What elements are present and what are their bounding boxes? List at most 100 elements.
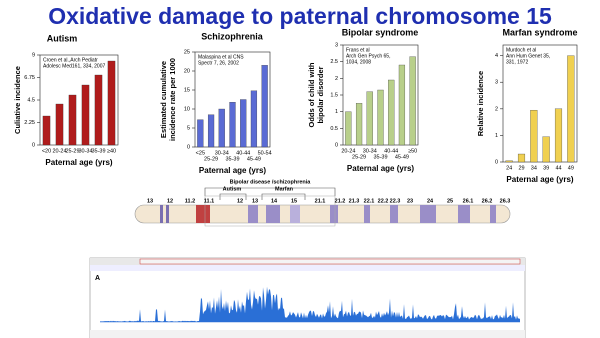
slide-title: Oxidative damage to paternal chromosome …: [48, 3, 552, 29]
y-tick-label: 25: [184, 49, 190, 55]
y-tick-label: 15: [184, 87, 190, 93]
bar: [530, 109, 538, 163]
x-axis-label: Paternal age (yrs): [199, 166, 266, 175]
x-tick-label: ≥50: [408, 148, 417, 154]
bar: [409, 56, 416, 146]
y-tick-label: 20: [184, 68, 190, 74]
x-tick-label: 29: [518, 165, 524, 171]
source-note: 331, 1972: [506, 59, 528, 65]
source-note: Spectr 7, 26, 2002: [198, 60, 239, 66]
y-tick-label: 5: [187, 125, 190, 131]
bar: [517, 153, 526, 163]
chart-title: Schizophrenia: [201, 31, 264, 41]
bar: [218, 108, 225, 148]
band-label: 12: [167, 198, 173, 204]
y-tick-label: 10: [184, 106, 190, 112]
bar: [107, 60, 116, 146]
x-tick-label: 30-34: [78, 148, 92, 154]
x-axis-label: Paternal age (yrs): [347, 164, 414, 173]
coverage-track: [100, 286, 520, 322]
y-tick-label: 2.5: [330, 59, 338, 65]
source-note: Frans et al: [346, 47, 370, 53]
x-tick-label: 35-39: [91, 148, 105, 154]
region-label: Autism: [223, 186, 242, 192]
bar: [55, 103, 64, 146]
band-label: 25: [447, 198, 453, 204]
x-tick-label: 45-49: [395, 154, 409, 160]
y-tick-label: 2: [335, 76, 338, 82]
bar: [398, 64, 406, 146]
panel-label: A: [95, 275, 100, 282]
y-axis-label: incidence rate per 1000: [168, 58, 177, 141]
plot-frame: [502, 44, 578, 163]
bar: [377, 89, 384, 146]
bar: [388, 79, 395, 146]
y-tick-label: 1.5: [330, 92, 338, 98]
band-label: 26.3: [500, 198, 511, 204]
source-note: Ann Hum Genet 35,: [506, 53, 550, 59]
band-label: 13: [252, 198, 258, 204]
x-tick-label: 45-49: [247, 156, 261, 162]
bar: [81, 84, 90, 146]
y-tick-label: 4.5: [27, 97, 35, 103]
region-label: Bipolar disease /schizophrenia: [230, 179, 312, 185]
bar: [94, 74, 103, 146]
region-label: Marfan: [275, 186, 294, 192]
y-tick-label: 2.25: [24, 120, 35, 126]
chart-title: Bipolar syndrome: [342, 27, 419, 37]
x-tick-label: 30-34: [363, 148, 377, 154]
y-tick-label: 0.5: [330, 126, 338, 132]
y-tick-label: 1: [495, 133, 498, 139]
y-tick-label: 1: [335, 109, 338, 115]
x-tick-label: 40-44: [236, 150, 250, 156]
x-tick-label: 49: [568, 165, 574, 171]
x-tick-label: 30-34: [215, 150, 229, 156]
x-tick-label: 25-29: [352, 154, 366, 160]
x-tick-label: <20: [42, 148, 51, 154]
y-tick-label: 9: [32, 52, 35, 58]
y-tick-label: 2: [495, 106, 498, 112]
x-tick-label: 35-39: [373, 154, 387, 160]
chart-title: Marfan syndrome: [502, 27, 577, 37]
bar: [567, 55, 575, 163]
band-label: 21.2: [335, 198, 346, 204]
y-tick-label: 6.75: [24, 75, 35, 81]
band-label: 26.2: [482, 198, 493, 204]
y-tick-label: 0: [335, 142, 338, 148]
source-note: Malaspina et al CNS: [198, 54, 244, 60]
bar: [554, 108, 563, 163]
y-tick-label: 0: [495, 159, 498, 165]
bar: [207, 114, 215, 148]
y-tick-label: 3: [495, 80, 498, 86]
band-label: 11.2: [185, 198, 195, 204]
bar: [366, 91, 373, 146]
x-tick-label: 25-29: [204, 156, 218, 162]
x-tick-label: 40-44: [384, 148, 398, 154]
source-note: Adolesc Med161, 334, 2007: [43, 63, 105, 69]
band-label: 15: [291, 198, 297, 204]
band-label: 22.3: [390, 198, 401, 204]
chart-title: Autism: [47, 33, 78, 43]
y-axis-label: Odds of child with: [307, 62, 316, 127]
x-tick-label: 20-24: [52, 148, 66, 154]
band-label: 26.1: [463, 198, 474, 204]
source-note: Arch Gen Psych 65,: [346, 53, 390, 59]
x-tick-label: 25-29: [65, 148, 79, 154]
x-tick-label: 39: [543, 165, 549, 171]
bar: [197, 119, 204, 148]
band-label: 23: [407, 198, 413, 204]
x-tick-label: 35-39: [225, 156, 239, 162]
bar: [345, 111, 352, 146]
bar: [250, 90, 258, 148]
y-axis-label: Relative incidence: [476, 71, 485, 136]
x-axis-label: Paternal age (yrs): [506, 175, 573, 184]
x-tick-label: 24: [506, 165, 512, 171]
x-tick-label: ≥40: [107, 148, 116, 154]
x-tick-label: 50-54: [258, 150, 272, 156]
y-axis-label: Estimated cumulative: [159, 61, 168, 138]
y-tick-label: 0: [32, 142, 35, 148]
band-label: 22.2: [378, 198, 389, 204]
bar: [261, 65, 268, 148]
bar: [355, 103, 363, 146]
